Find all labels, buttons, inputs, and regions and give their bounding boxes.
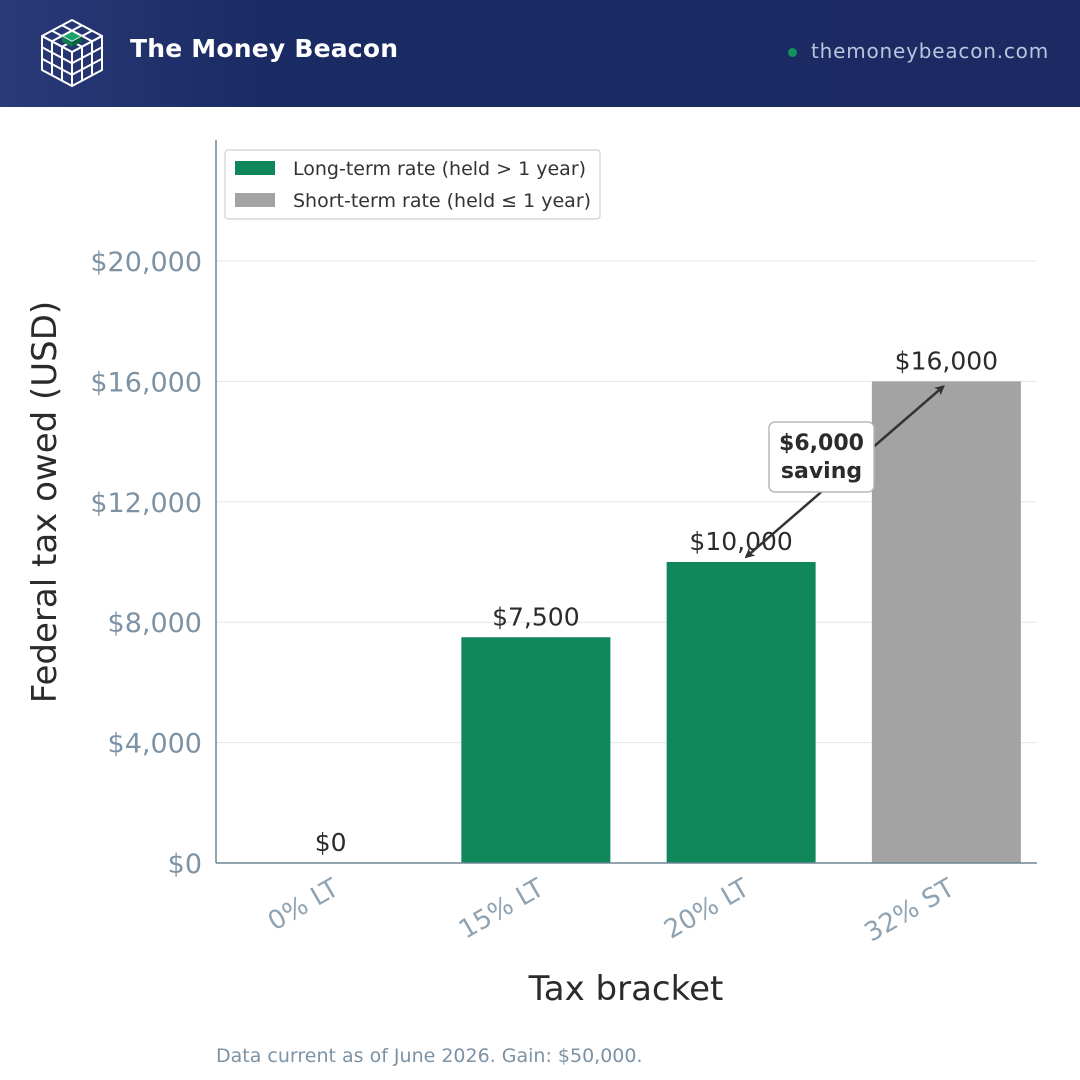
saving-callout-text: saving — [781, 459, 862, 484]
y-axis-title: Federal tax owed (USD) — [25, 301, 65, 703]
saving-callout-box — [768, 421, 875, 493]
x-tick-label: 32% ST — [860, 873, 960, 948]
y-tick-label: $20,000 — [90, 247, 202, 278]
saving-callout-text: $6,000 — [779, 431, 864, 456]
y-tick-label: $8,000 — [108, 608, 202, 639]
bar-15-lt — [461, 637, 611, 863]
legend-swatch — [235, 161, 275, 175]
brand-name: The Money Beacon — [130, 34, 399, 63]
legend-label: Long-term rate (held > 1 year) — [293, 158, 586, 180]
bar-value-label: $16,000 — [895, 346, 998, 375]
footnote: Data current as of June 2026. Gain: $50,… — [216, 1045, 643, 1067]
x-axis-title: Tax bracket — [528, 969, 724, 1009]
legend-swatch — [235, 193, 275, 207]
bar-value-label: $0 — [315, 828, 347, 857]
y-tick-label: $12,000 — [90, 488, 202, 519]
bar-32-st — [871, 381, 1021, 863]
header-banner: The Money Beacon themoneybeacon.com — [0, 0, 1080, 107]
y-tick-label: $4,000 — [108, 729, 202, 760]
status-dot-icon — [788, 48, 797, 57]
y-tick-label: $16,000 — [90, 367, 202, 398]
legend-label: Short-term rate (held ≤ 1 year) — [293, 190, 591, 212]
y-tick-label: $0 — [168, 849, 202, 880]
x-tick-label: 20% LT — [659, 873, 755, 945]
legend-box — [224, 149, 601, 220]
site-url[interactable]: themoneybeacon.com — [811, 39, 1049, 63]
x-tick-label: 0% LT — [263, 873, 344, 937]
bar-value-label: $7,500 — [492, 602, 579, 631]
bar-20-lt — [666, 562, 816, 863]
cube-logo-icon — [41, 19, 103, 87]
x-tick-label: 15% LT — [454, 873, 550, 945]
